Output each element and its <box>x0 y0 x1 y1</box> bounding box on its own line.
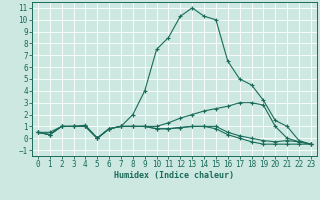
X-axis label: Humidex (Indice chaleur): Humidex (Indice chaleur) <box>115 171 234 180</box>
